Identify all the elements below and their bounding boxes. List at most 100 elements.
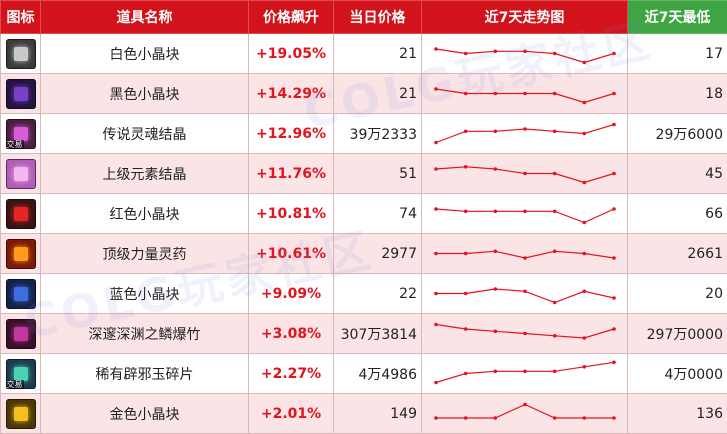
table-row[interactable]: 黑色小晶块 +14.29% 21 18 [0,73,727,114]
trend-point [493,49,498,54]
trend-sparkline [434,165,616,185]
item-icon-cell [0,193,41,234]
price-change: +14.29% [248,73,334,114]
trend-cell [421,73,628,114]
trend-point [463,51,468,56]
trend-point [582,180,587,185]
table-row[interactable]: 蓝色小晶块 +9.09% 22 20 [0,273,727,314]
table-row[interactable]: 顶级力量灵药 +10.61% 2977 2661 [0,233,727,274]
trend-point [463,91,468,96]
header-change: 价格飙升 [248,0,334,34]
trend-line [435,88,615,104]
trend-point [493,287,498,291]
table-row[interactable]: 上级元素结晶 +11.76% 51 45 [0,153,727,194]
seven-day-low: 66 [627,193,727,234]
trend-point [552,334,557,338]
seven-day-low: 297万0000 [627,313,727,354]
table-row[interactable]: 深邃深渊之鳞爆竹 +3.08% 307万3814 297万0000 [0,313,727,354]
trend-point [523,171,527,176]
current-price: 307万3814 [333,313,422,354]
trend-point [552,129,557,134]
seven-day-low: 29万6000 [627,113,727,154]
trend-point [434,47,438,51]
power-potion-icon [5,238,36,269]
icon-gem [13,286,28,301]
table-row[interactable]: 金色小晶块 +2.01% 149 136 [0,393,727,434]
item-icon-cell: 交易 [0,353,41,394]
abyss-firecracker-icon [5,318,36,349]
trend-point [434,167,438,171]
trend-point [552,416,557,420]
item-name: 稀有辟邪玉碎片 [40,353,249,394]
trend-point [493,329,498,334]
seven-day-low: 18 [627,73,727,114]
trend-cell [421,233,628,274]
header-price: 当日价格 [333,0,422,34]
seven-day-low: 2661 [627,233,727,274]
trend-sparkline [434,122,616,145]
trend-point [434,291,438,296]
seven-day-low: 136 [627,393,727,434]
trend-point [523,49,527,54]
trend-point [463,327,468,331]
table-row[interactable]: 白色小晶块 +19.05% 21 17 [0,33,727,74]
header-name: 道具名称 [40,0,249,34]
table-row[interactable]: 交易 稀有辟邪玉碎片 +2.27% 4万4986 4万0000 [0,353,727,394]
trend-point [582,416,587,420]
trend-line [435,123,615,144]
seven-day-low: 20 [627,273,727,314]
gold-crystal-icon [5,398,36,429]
trend-point [463,129,468,134]
trend-point [582,100,587,105]
table-row[interactable]: 红色小晶块 +10.81% 74 66 [0,193,727,234]
price-change: +11.76% [248,153,334,194]
trend-point [612,296,616,300]
item-name: 顶级力量灵药 [40,233,249,274]
trend-point [493,129,498,134]
legend-soul-crystal-icon: 交易 [5,118,36,149]
trend-point [612,122,616,127]
trend-line [435,323,615,339]
trend-point [612,256,616,260]
trade-tag: 交易 [5,379,24,389]
trend-point [582,251,587,256]
table-row[interactable]: 交易 传说灵魂结晶 +12.96% 39万2333 29万6000 [0,113,727,154]
trend-point [523,402,527,407]
icon-gem [13,86,28,101]
trend-line [436,403,614,419]
trend-point [582,131,587,136]
trend-point [523,289,527,294]
trend-point [552,171,557,176]
item-name: 蓝色小晶块 [40,273,249,314]
icon-gem [13,246,28,261]
trend-cell [421,113,628,154]
item-name: 白色小晶块 [40,33,249,74]
trend-point [612,171,616,176]
trend-point [612,327,616,331]
trend-point [552,369,557,374]
price-change: +2.27% [248,353,334,394]
trend-point [493,249,498,254]
current-price: 4万4986 [333,353,422,394]
current-price: 21 [333,33,422,74]
white-crystal-icon [5,38,36,69]
table-body: 白色小晶块 +19.05% 21 17 黑色小晶块 +14.29% 21 18 交易 传说灵魂结晶… [0,33,727,434]
trend-point [434,207,438,211]
trend-point [463,251,468,256]
trend-point [434,322,438,327]
trend-point [523,256,527,260]
trend-cell [421,33,628,74]
trend-point [612,360,616,365]
current-price: 22 [333,273,422,314]
table-header-row: 图标 道具名称 价格飙升 当日价格 近7天走势图 近7天最低 [0,0,727,34]
trend-point [463,291,468,296]
trend-point [552,300,557,305]
item-icon-cell [0,393,41,434]
item-icon-cell [0,233,41,274]
trend-point [523,127,527,131]
trade-tag: 交易 [5,139,24,149]
item-name: 红色小晶块 [40,193,249,234]
current-price: 74 [333,193,422,234]
